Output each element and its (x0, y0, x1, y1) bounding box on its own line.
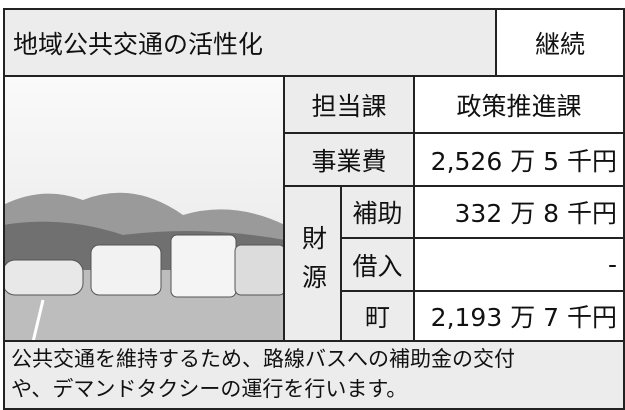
label: 事業費 (283, 132, 415, 187)
label: 補助 (340, 185, 415, 239)
value: 2,526 万 5 千円 (413, 132, 625, 187)
description: 公共交通を維持するため、路線バスへの補助金の交付 や、デマンドタクシーの運行を行… (3, 340, 625, 410)
photo (3, 75, 285, 342)
value: 332 万 8 千円 (413, 185, 625, 239)
title: 地域公共交通の活性化 (3, 8, 497, 77)
description-line: や、デマンドタクシーの運行を行います。 (11, 377, 408, 401)
label: 担当課 (283, 75, 415, 134)
label: 財源 (283, 185, 342, 342)
label: 町 (340, 290, 415, 342)
value: - (413, 237, 625, 292)
value: 政策推進課 (413, 75, 625, 134)
value: 2,193 万 7 千円 (413, 290, 625, 342)
label: 借入 (340, 237, 415, 292)
status: 継続 (495, 8, 625, 77)
photo-frame (3, 75, 285, 342)
description-line: 公共交通を維持するため、路線バスへの補助金の交付 (11, 347, 515, 371)
